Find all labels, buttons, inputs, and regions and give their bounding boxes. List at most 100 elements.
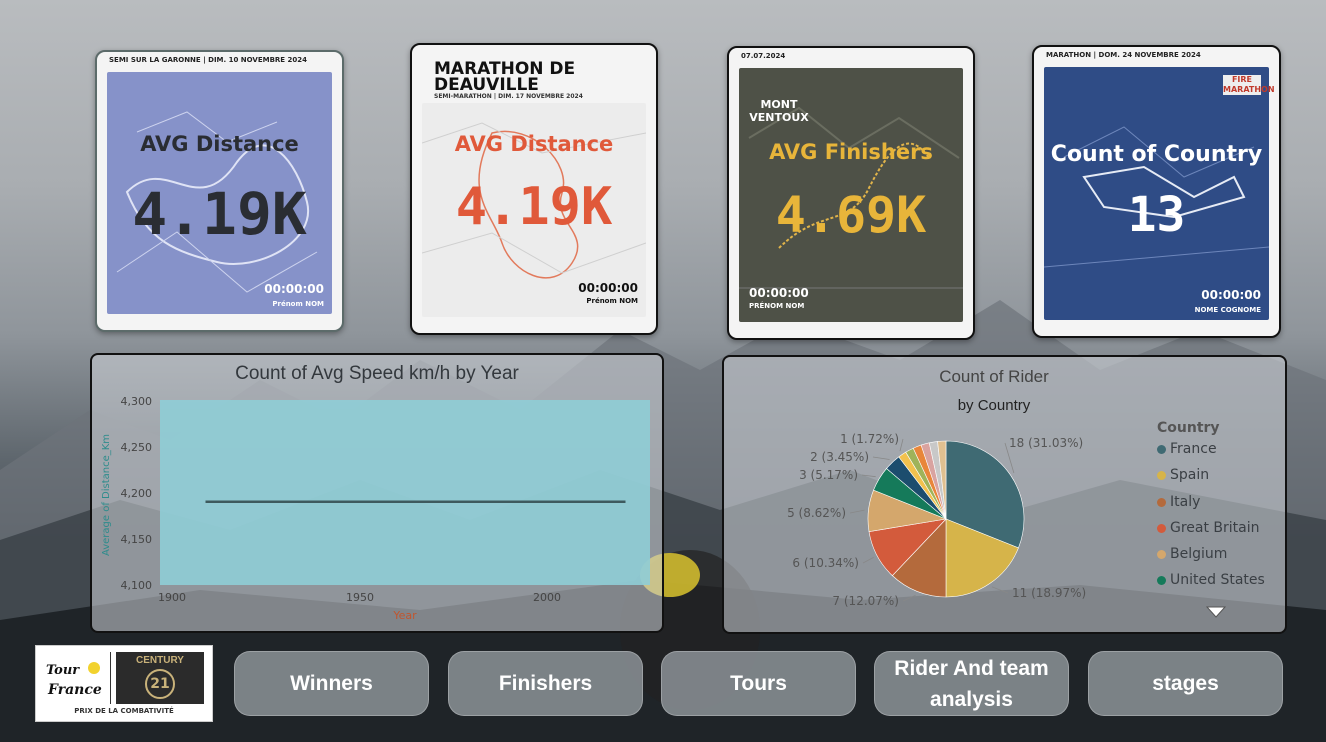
route-map-icon [1043, 126, 1270, 268]
svg-text:France: France [47, 682, 102, 698]
logo-caption: PRIX DE LA COMBATIVITÉ [74, 707, 174, 715]
poster-date: SEMI SUR LA GARONNE | DIM. 10 NOVEMBRE 2… [109, 56, 307, 64]
poster-time: 00:00:00 [1201, 288, 1261, 302]
tour-de-france-logo: Tour France [42, 654, 108, 702]
kpi-card-avg-finishers[interactable]: 07.07.2024 MONT VENTOUX AVG Finishers 4.… [727, 46, 975, 340]
pie-chart-title: Count of Rider [939, 367, 1049, 386]
nav-tours-button[interactable]: Tours [661, 651, 856, 716]
x-tick-label: 2000 [533, 591, 561, 604]
nav-stages-button[interactable]: stages [1088, 651, 1283, 716]
pie-chart-panel: Count of Rider by Country 18 (31.03%) 11 … [722, 355, 1287, 634]
x-tick-label: 1950 [346, 591, 374, 604]
legend-dot [1157, 497, 1166, 507]
pie-data-label: 3 (5.17%) [799, 468, 858, 482]
poster-time: 00:00:00 [264, 282, 324, 296]
pie-slice-italy[interactable] [891, 518, 947, 598]
pie-slice-spain[interactable] [945, 518, 1019, 598]
legend-item-great-britain[interactable]: Great Britain [1157, 520, 1260, 536]
poster-map [1043, 67, 1270, 320]
leader-line [1004, 442, 1015, 474]
route-map-icon [421, 122, 647, 279]
poster-date: MARATHON | DOM. 24 NOVEMBRE 2024 [1046, 51, 1201, 59]
legend-dot [1157, 444, 1166, 454]
kpi-value: 4.19K [455, 177, 613, 237]
leader-line [991, 586, 1009, 594]
legend-title: Country [1157, 420, 1220, 436]
pie-data-label: 1 (1.72%) [840, 432, 899, 446]
nav-rider-team-line1: Rider And team [894, 656, 1049, 680]
legend-item-belgium[interactable]: Belgium [1157, 546, 1227, 562]
sponsor-logo: Tour France CENTURY 21 PRIX DE LA COMBAT… [35, 645, 213, 722]
y-tick-label: 4,300 [121, 395, 153, 408]
poster-map [421, 103, 647, 317]
line-chart[interactable]: 4,300 4,250 4,200 4,150 4,100 1900 1950 … [92, 355, 662, 631]
kpi-card-avg-distance-2[interactable]: MARATHON DE DEAUVILLE SEMI-MARATHON | DI… [410, 43, 658, 335]
leader-line [861, 474, 876, 478]
pie-data-label: 6 (10.34%) [792, 556, 859, 570]
poster-map [107, 72, 332, 314]
kpi-value: 4.19K [132, 180, 307, 248]
poster-title: MARATHON DE DEAUVILLE [434, 59, 576, 95]
y-axis-title: Average of Distance_Km [101, 434, 112, 556]
legend-label: Italy [1170, 494, 1201, 510]
century21-brand: CENTURY [136, 655, 184, 666]
poster-time: 00:00:00 [749, 286, 809, 300]
route-map-icon [739, 106, 963, 289]
legend-dot [1157, 470, 1166, 480]
poster-title: FIRE MARATHON [1223, 75, 1275, 95]
leader-line [872, 456, 890, 460]
legend-label: United States [1170, 572, 1265, 588]
pie-chart-subtitle: by Country [957, 397, 1031, 414]
legend-label: Belgium [1170, 546, 1228, 562]
leader-line [849, 509, 865, 514]
pie-data-label: 11 (18.97%) [1012, 586, 1086, 600]
poster-name: PRÉNOM NOM [749, 302, 805, 310]
pie-data-label: 7 (12.07%) [832, 594, 899, 608]
pie-data-label: 5 (8.62%) [787, 506, 846, 520]
y-tick-label: 4,250 [121, 441, 153, 454]
poster-name: NOME COGNOME [1194, 306, 1261, 314]
legend-item-italy[interactable]: Italy [1157, 494, 1200, 510]
pie-slice[interactable] [937, 440, 947, 520]
x-axis-title: Year [392, 609, 417, 622]
kpi-label: Count of Country [1050, 142, 1263, 167]
poster-name: Prénom NOM [586, 297, 638, 305]
kpi-card-count-of-country[interactable]: MARATHON | DOM. 24 NOVEMBRE 2024 FIRE MA… [1032, 45, 1281, 338]
kpi-value: 4.69K [775, 186, 927, 244]
legend-label: France [1170, 441, 1217, 457]
y-tick-label: 4,200 [121, 487, 153, 500]
kpi-card-avg-distance-1[interactable]: SEMI SUR LA GARONNE | DIM. 10 NOVEMBRE 2… [95, 50, 344, 332]
plot-area [160, 400, 650, 585]
legend-dot [1157, 523, 1166, 533]
pie-data-label: 2 (3.45%) [810, 450, 869, 464]
y-tick-label: 4,150 [121, 533, 153, 546]
kpi-value: 13 [1127, 187, 1186, 243]
nav-rider-team-analysis-button[interactable]: Rider And team analysis [874, 651, 1069, 716]
poster-title: MONT VENTOUX [749, 98, 809, 124]
nav-rider-team-line2: analysis [930, 687, 1013, 711]
svg-text:Tour: Tour [46, 663, 80, 678]
kpi-label: AVG Finishers [769, 140, 933, 164]
century21-number: 21 [145, 669, 175, 699]
leader-line [899, 438, 904, 452]
pie-chart[interactable]: 18 (31.03%) 11 (18.97%) 7 (12.07%) 6 (10.34… [724, 357, 1285, 632]
legend-dot [1157, 575, 1166, 585]
pie-data-label: 18 (31.03%) [1009, 436, 1083, 450]
poster-time: 00:00:00 [578, 281, 638, 295]
legend-label: Great Britain [1170, 520, 1260, 536]
leader-line [862, 557, 874, 564]
poster-name: Prénom NOM [272, 300, 324, 308]
pie-slice-france[interactable] [945, 440, 1025, 549]
legend-scroll-down-icon[interactable] [1206, 606, 1226, 618]
legend-item-france[interactable]: France [1157, 441, 1217, 457]
route-map-icon [116, 111, 318, 293]
legend-dot [1157, 549, 1166, 559]
legend-label: Spain [1170, 467, 1210, 483]
legend-item-spain[interactable]: Spain [1157, 467, 1209, 483]
nav-winners-button[interactable]: Winners [234, 651, 429, 716]
legend-item-united-states[interactable]: United States [1157, 572, 1265, 588]
nav-finishers-button[interactable]: Finishers [448, 651, 643, 716]
leader-line [902, 594, 916, 602]
line-chart-title: Count of Avg Speed km/h by Year [235, 363, 519, 384]
x-tick-label: 1900 [158, 591, 186, 604]
